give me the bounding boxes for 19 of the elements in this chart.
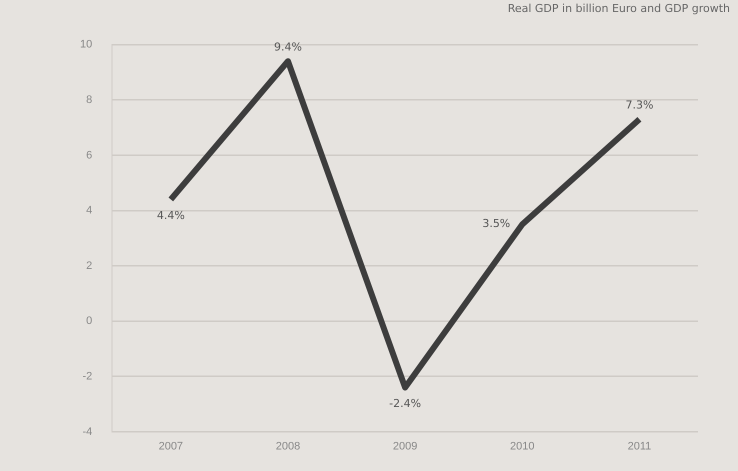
- y-tick-label: 10: [80, 38, 92, 51]
- y-tick-label: -4: [82, 426, 92, 438]
- data-label: 7.3%: [625, 98, 654, 112]
- y-tick-label: 6: [86, 149, 92, 162]
- x-tick-label: 2009: [392, 440, 418, 452]
- x-tick-label: 2007: [158, 440, 184, 452]
- data-label: -2.4%: [389, 396, 422, 410]
- y-tick-label: 0: [86, 315, 92, 328]
- data-label: 4.4%: [156, 208, 185, 222]
- y-tick-label: 4: [86, 204, 92, 217]
- y-tick-label: 8: [86, 94, 92, 106]
- x-tick-label: 2011: [628, 440, 652, 452]
- y-tick-label: -2: [82, 370, 92, 383]
- y-tick-label: 2: [86, 260, 92, 272]
- x-tick-label: 2010: [510, 440, 535, 452]
- data-label: 9.4%: [274, 40, 302, 54]
- data-label: 3.5%: [482, 217, 510, 230]
- chart-title: Real GDP in billion Euro and GDP growth: [508, 2, 730, 15]
- x-tick-label: 2008: [276, 440, 300, 452]
